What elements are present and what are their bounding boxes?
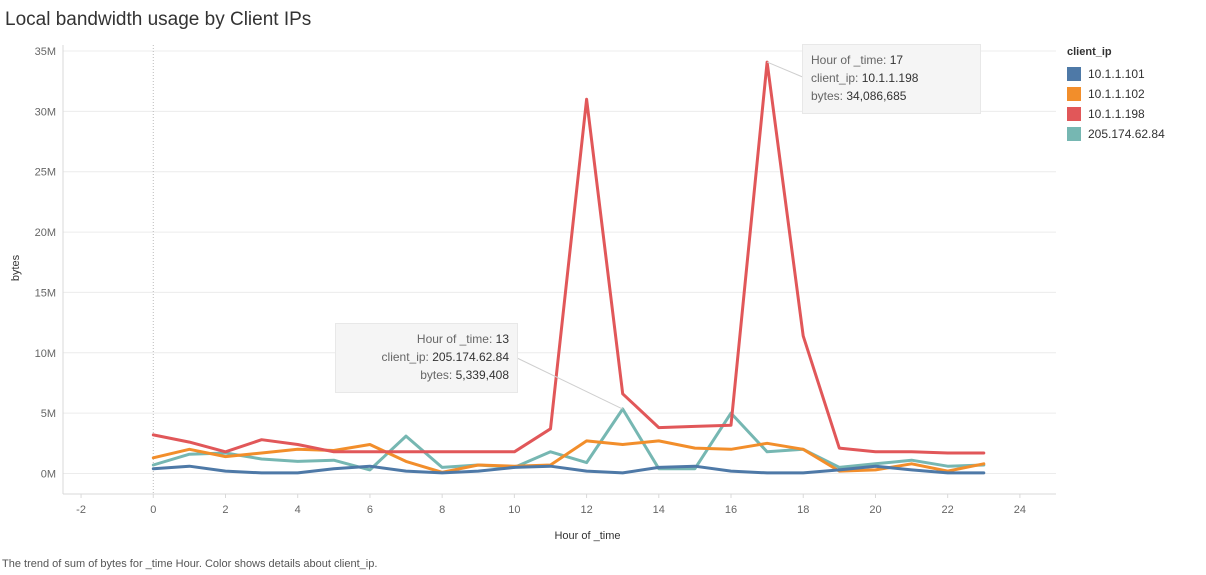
series-line-205-174-62-84[interactable] xyxy=(151,407,986,472)
x-tick-label: 6 xyxy=(367,504,373,516)
legend-swatch xyxy=(1067,127,1081,141)
legend-label: 10.1.1.198 xyxy=(1088,107,1145,121)
series-line-10-1-1-101[interactable] xyxy=(151,464,986,475)
x-tick-label: 4 xyxy=(295,504,301,516)
legend: client_ip 10.1.1.101 10.1.1.102 10.1.1.1… xyxy=(1067,46,1165,144)
legend-swatch xyxy=(1067,87,1081,101)
x-tick-label: -2 xyxy=(76,504,86,516)
tooltip-label: client_ip: xyxy=(381,350,429,364)
chart-title: Local bandwidth usage by Client IPs xyxy=(5,9,312,30)
tooltip-hour-17: Hour of _time: 17 client_ip: 10.1.1.198 … xyxy=(802,44,981,114)
x-tick-label: 8 xyxy=(439,504,445,516)
legend-item-10-1-1-102[interactable]: 10.1.1.102 xyxy=(1067,84,1165,104)
tooltip-leader-line xyxy=(766,61,806,79)
x-tick-label: 10 xyxy=(508,504,520,516)
y-tick-label: 0M xyxy=(41,468,56,480)
x-tick-label: 20 xyxy=(869,504,881,516)
x-axis-title: Hour of _time xyxy=(554,530,620,542)
x-tick-label: 0 xyxy=(150,504,156,516)
series-line-10-1-1-102[interactable] xyxy=(151,439,986,474)
legend-item-10-1-1-101[interactable]: 10.1.1.101 xyxy=(1067,64,1165,84)
legend-item-205-174-62-84[interactable]: 205.174.62.84 xyxy=(1067,124,1165,144)
x-tick-label: 16 xyxy=(725,504,737,516)
legend-item-10-1-1-198[interactable]: 10.1.1.198 xyxy=(1067,104,1165,124)
series-line-10-1-1-198[interactable] xyxy=(151,60,986,455)
tooltip-leader-line xyxy=(514,356,623,410)
legend-swatch xyxy=(1067,107,1081,121)
x-tick-label: 18 xyxy=(797,504,809,516)
legend-swatch xyxy=(1067,67,1081,81)
y-tick-label: 15M xyxy=(35,287,56,299)
y-tick-label: 10M xyxy=(35,348,56,360)
y-tick-label: 25M xyxy=(35,167,56,179)
x-tick-label: 24 xyxy=(1014,504,1026,516)
tooltip-label: bytes: xyxy=(420,368,453,382)
tooltip-value: 205.174.62.84 xyxy=(432,350,509,364)
tooltip-label: Hour of _time: xyxy=(416,332,493,346)
tooltip-label: client_ip: xyxy=(811,71,859,85)
tooltip-value: 17 xyxy=(889,53,904,67)
legend-title: client_ip xyxy=(1067,46,1112,58)
x-tick-label: 14 xyxy=(653,504,665,516)
y-tick-label: 35M xyxy=(35,46,56,58)
x-tick-label: 2 xyxy=(222,504,228,516)
legend-label: 10.1.1.101 xyxy=(1088,67,1145,81)
tooltip-label: bytes: xyxy=(811,89,844,103)
series-lines[interactable] xyxy=(151,60,986,475)
tooltip-label: Hour of _time: xyxy=(811,53,887,67)
legend-label: 10.1.1.102 xyxy=(1088,87,1145,101)
chart-caption: The trend of sum of bytes for _time Hour… xyxy=(2,558,378,570)
y-tick-label: 5M xyxy=(41,408,56,420)
x-tick-label: 12 xyxy=(580,504,592,516)
tooltip-value: 10.1.1.198 xyxy=(861,71,919,85)
tooltip-value: 13 xyxy=(495,332,509,346)
tooltip-hour-13: Hour of _time: 13 client_ip: 205.174.62.… xyxy=(335,323,518,393)
tooltip-leaders xyxy=(514,61,806,410)
legend-label: 205.174.62.84 xyxy=(1088,127,1165,141)
y-axis-title: bytes xyxy=(10,254,22,281)
y-tick-label: 30M xyxy=(35,106,56,118)
tooltip-value: 5,339,408 xyxy=(455,368,509,382)
y-tick-label: 20M xyxy=(35,227,56,239)
tooltip-value: 34,086,685 xyxy=(846,89,907,103)
x-tick-label: 22 xyxy=(942,504,954,516)
